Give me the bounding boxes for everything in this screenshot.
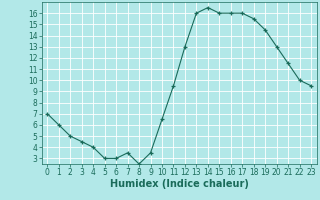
X-axis label: Humidex (Indice chaleur): Humidex (Indice chaleur) — [110, 179, 249, 189]
